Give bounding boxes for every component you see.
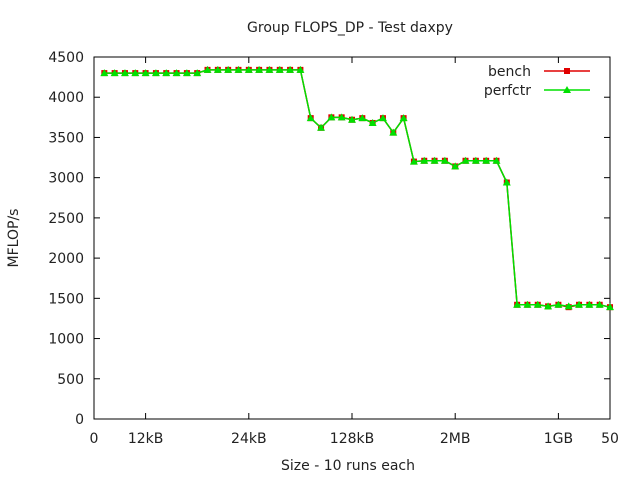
axis-ticks: 0 500 1000 1500 2000 2500 3000 3500 4000 4500 0 12k… [48, 50, 619, 447]
data-point-perfctr [193, 69, 202, 77]
data-point-perfctr [502, 178, 511, 186]
data-point-perfctr [296, 65, 305, 73]
data-point-perfctr [172, 69, 181, 77]
data-point-perfctr [120, 69, 129, 77]
data-point-perfctr [182, 69, 191, 77]
x-tick-label: 128kB [330, 431, 374, 447]
data-point-perfctr [523, 300, 532, 308]
y-tick-label: 1500 [48, 291, 84, 307]
y-axis-label: MFLOP/s [6, 209, 22, 268]
data-point-perfctr [327, 113, 336, 121]
data-point-perfctr [451, 162, 460, 170]
data-point-perfctr [162, 69, 171, 77]
x-axis-label: Size - 10 runs each [281, 458, 415, 474]
chart-title: Group FLOPS_DP - Test daxpy [247, 20, 453, 36]
data-point-perfctr [100, 69, 109, 77]
data-point-perfctr [492, 156, 501, 164]
data-point-perfctr [244, 65, 253, 73]
y-tick-label: 2000 [48, 251, 84, 267]
data-point-perfctr [337, 113, 346, 121]
data-point-perfctr [234, 65, 243, 73]
series-line-perfctr [104, 69, 611, 308]
data-point-perfctr [513, 300, 522, 308]
data-point-perfctr [348, 115, 356, 123]
data-point-perfctr [471, 156, 480, 164]
legend-label-perfctr: perfctr [484, 83, 531, 99]
data-point-perfctr [585, 300, 594, 308]
data-point-perfctr [224, 65, 233, 73]
data-point-perfctr [389, 128, 398, 136]
data-point-perfctr [306, 114, 315, 122]
x-tick-label: 50 [601, 431, 619, 447]
data-point-perfctr [564, 302, 573, 310]
data-point-perfctr [461, 156, 470, 164]
data-point-perfctr [606, 303, 614, 311]
data-point-perfctr [317, 123, 326, 131]
legend-marker-perfctr [563, 86, 571, 93]
data-point-perfctr [533, 300, 542, 308]
series-layer [100, 65, 614, 311]
y-tick-label: 4000 [48, 90, 84, 106]
data-point-perfctr [544, 302, 553, 310]
data-point-perfctr [203, 65, 212, 73]
legend: bench perfctr [484, 64, 590, 99]
x-tick-label: 2MB [440, 431, 471, 447]
y-tick-label: 0 [75, 412, 84, 428]
data-point-perfctr [554, 300, 563, 308]
series-perfctr [100, 65, 614, 311]
legend-label-bench: bench [488, 64, 531, 80]
data-point-perfctr [368, 118, 377, 126]
x-tick-label: 0 [90, 431, 99, 447]
data-point-perfctr [275, 65, 284, 73]
y-tick-label: 3500 [48, 130, 84, 146]
data-point-perfctr [399, 114, 408, 122]
data-point-perfctr [575, 300, 584, 308]
data-point-perfctr [420, 156, 429, 164]
data-point-perfctr [440, 156, 449, 164]
data-point-perfctr [430, 156, 439, 164]
data-point-perfctr [482, 156, 491, 164]
series-bench [101, 66, 613, 311]
data-point-perfctr [131, 69, 140, 77]
x-tick-label: 12kB [128, 431, 164, 447]
data-point-perfctr [141, 69, 150, 77]
data-point-perfctr [286, 65, 295, 73]
data-point-perfctr [358, 114, 367, 122]
y-tick-label: 2500 [48, 211, 84, 227]
legend-marker-bench [564, 68, 570, 74]
y-tick-label: 1000 [48, 332, 84, 348]
x-tick-label: 24kB [231, 431, 267, 447]
y-tick-label: 500 [57, 372, 84, 388]
data-point-perfctr [213, 65, 222, 73]
y-tick-label: 4500 [48, 50, 84, 66]
y-tick-label: 3000 [48, 171, 84, 187]
data-point-perfctr [255, 65, 264, 73]
data-point-perfctr [151, 69, 160, 77]
plot-frame [93, 56, 611, 420]
data-point-perfctr [409, 157, 418, 165]
data-point-perfctr [595, 300, 604, 308]
data-point-perfctr [265, 65, 274, 73]
series-line-bench [104, 69, 611, 308]
data-point-perfctr [110, 69, 119, 77]
data-point-perfctr [378, 114, 387, 122]
x-tick-label: 1GB [544, 431, 573, 447]
